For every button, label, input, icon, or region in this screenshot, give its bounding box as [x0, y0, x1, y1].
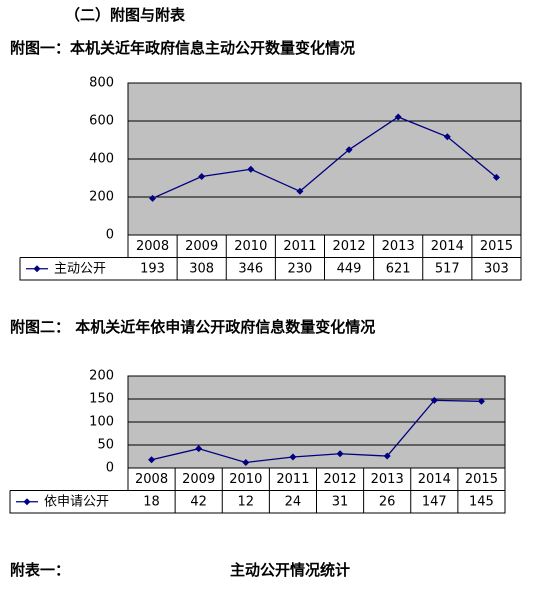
data-point — [443, 133, 451, 141]
x-category-label: 2012 — [324, 472, 357, 487]
x-category-label: 2010 — [234, 239, 267, 254]
data-point — [296, 187, 304, 195]
x-category-label: 2014 — [431, 239, 464, 254]
table-value: 621 — [386, 261, 411, 276]
data-point — [247, 165, 255, 173]
table-value: 308 — [189, 261, 214, 276]
table-value: 230 — [288, 261, 313, 276]
x-category-label: 2012 — [333, 239, 366, 254]
data-point — [383, 452, 391, 460]
data-point — [345, 146, 353, 154]
legend-marker — [23, 498, 31, 506]
chart-title: 附图二： 本机关近年依申请公开政府信息数量变化情况 — [10, 318, 375, 336]
table-value: 346 — [238, 261, 263, 276]
table-label: 附表一： — [10, 561, 70, 579]
legend-label: 主动公开 — [54, 261, 106, 276]
data-point — [430, 396, 438, 404]
y-tick-label: 0 — [106, 461, 114, 476]
data-point — [242, 458, 250, 466]
y-tick-label: 0 — [106, 228, 114, 243]
table-value: 193 — [140, 261, 165, 276]
y-tick-label: 150 — [89, 392, 114, 407]
table-value: 26 — [379, 494, 396, 509]
x-category-label: 2011 — [276, 472, 309, 487]
table-value: 31 — [332, 494, 349, 509]
data-point — [477, 397, 485, 405]
x-category-label: 2011 — [283, 239, 316, 254]
data-point — [195, 445, 203, 453]
y-tick-label: 100 — [89, 415, 114, 430]
data-point — [198, 172, 206, 180]
x-category-label: 2013 — [371, 472, 404, 487]
data-point — [289, 453, 297, 461]
y-tick-label: 50 — [97, 438, 114, 453]
data-point — [492, 173, 500, 181]
legend-marker — [33, 265, 41, 273]
x-category-label: 2014 — [418, 472, 451, 487]
table-value: 24 — [285, 494, 302, 509]
chart-title: 附图一：本机关近年政府信息主动公开数量变化情况 — [10, 39, 355, 57]
x-category-label: 2008 — [135, 472, 168, 487]
table-value: 517 — [435, 261, 460, 276]
x-category-label: 2010 — [229, 472, 262, 487]
x-category-label: 2015 — [480, 239, 513, 254]
x-category-label: 2013 — [382, 239, 415, 254]
data-point — [148, 456, 156, 464]
y-tick-label: 200 — [89, 369, 114, 384]
data-table-border — [19, 235, 522, 281]
table-value: 12 — [238, 494, 255, 509]
x-category-label: 2009 — [182, 472, 215, 487]
y-tick-label: 400 — [89, 152, 114, 167]
data-point — [394, 113, 402, 121]
table-value: 18 — [143, 494, 160, 509]
data-point — [336, 450, 344, 458]
section-title: （二）附图与附表 — [65, 6, 186, 24]
x-category-label: 2008 — [136, 239, 169, 254]
x-category-label: 2015 — [465, 472, 498, 487]
table-title: 主动公开情况统计 — [230, 561, 350, 579]
legend-label: 依申请公开 — [44, 494, 109, 509]
series-line — [151, 399, 482, 464]
table-value: 303 — [484, 261, 509, 276]
table-value: 42 — [190, 494, 207, 509]
table-value: 449 — [337, 261, 362, 276]
data-point — [149, 194, 157, 202]
series-line — [152, 116, 497, 199]
x-category-label: 2009 — [185, 239, 218, 254]
y-tick-label: 600 — [89, 114, 114, 129]
y-tick-label: 800 — [89, 76, 114, 91]
table-value: 145 — [469, 494, 494, 509]
table-value: 147 — [422, 494, 447, 509]
y-tick-label: 200 — [89, 190, 114, 205]
